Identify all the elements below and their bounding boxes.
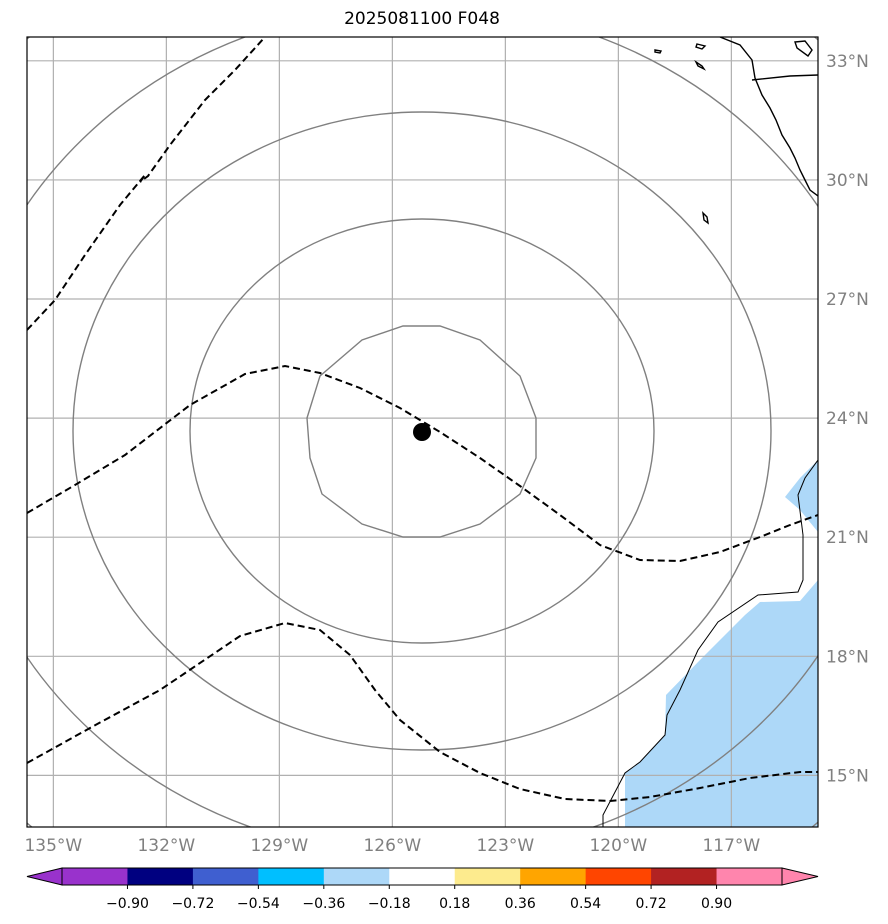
colorbar-segment [192,868,259,885]
dashed-contour-south [27,621,818,803]
longitude-tick-label: 132°W [137,836,195,856]
longitude-tick-label: 120°W [589,836,647,856]
colorbar-tick-label: −0.90 [106,896,149,912]
island-1 [794,40,813,57]
colorbar-tick-label: 0.54 [570,896,601,912]
dashed-contours [27,37,818,803]
plot-frame [26,36,819,828]
range-ring-1 [306,325,537,538]
colorbar-tick-label: 0.18 [439,896,470,912]
range-ring-3 [72,111,772,751]
colorbar-outline [61,867,783,886]
longitude-tick-label: 126°W [363,836,421,856]
latitude-tick-label: 30°N [826,171,869,191]
longitude-tick-label: 117°W [702,836,760,856]
colorbar-extend-high [781,867,819,886]
colorbar-tick-label: −0.54 [237,896,280,912]
latitude-tick-labels: 15°N 18°N 21°N 24°N 27°N 30°N 33°N [826,52,869,787]
latitude-tick-label: 27°N [826,290,869,310]
colorbar-segment [585,868,652,885]
graticule [27,37,818,827]
island-guadalupe [702,211,709,225]
longitude-tick-label: 129°W [250,836,308,856]
longitude-tick-labels: 135°W 132°W 129°W 126°W 123°W 120°W 117°W [24,836,760,856]
latitude-tick-label: 18°N [826,647,869,667]
island-2 [695,43,707,50]
colorbar-tick-label: −0.72 [171,896,214,912]
range-ring-2 [189,218,655,644]
range-ring-4 [27,37,818,827]
colorbar-segment [389,868,456,885]
colorbar-segment [258,868,325,885]
latitude-tick-label: 33°N [826,52,869,72]
colorbar-tick-label: −0.18 [368,896,411,912]
colorbar-segment [127,868,194,885]
latitude-tick-label: 15°N [826,766,869,786]
dashed-contour-middle [27,364,818,563]
shaded-field-region [625,580,818,827]
island-3 [654,49,663,54]
colorbar-segment [651,868,718,885]
coastlines [602,37,818,827]
colorbar: −0.90 −0.72 −0.54 −0.36 −0.18 0.18 0.36 0.54 0.7… [26,867,819,912]
shaded-field-region-upper [785,460,818,532]
colorbar-segment [323,868,390,885]
colorbar-tick-label: −0.36 [302,896,345,912]
map-title: 2025081100 F048 [344,9,500,29]
colorbar-segment [62,868,128,885]
latitude-tick-label: 21°N [826,528,869,548]
coastline-baja-california [602,459,818,827]
storm-center-marker [413,423,431,441]
longitude-tick-label: 135°W [24,836,82,856]
coastline-california [719,37,818,197]
dashed-contour-north [27,37,266,331]
latitude-tick-label: 24°N [826,409,869,429]
longitude-tick-label: 123°W [476,836,534,856]
colorbar-tick-label: 0.90 [701,896,732,912]
colorbar-segment [716,868,783,885]
colorbar-tick-label: 0.72 [636,896,667,912]
island-4 [694,59,707,71]
colorbar-tick-label: 0.36 [505,896,536,912]
colorbar-segment [454,868,521,885]
colorbar-segment [520,868,587,885]
colorbar-extend-low [26,867,63,886]
us-mexico-border [751,74,818,81]
